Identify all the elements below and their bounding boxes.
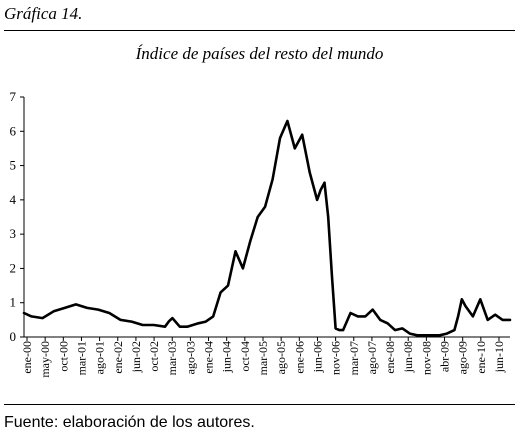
- x-tick-label: ago-03: [183, 341, 197, 374]
- source-note: Fuente: elaboración de los autores.: [4, 414, 255, 431]
- series-line: [22, 119, 512, 337]
- y-tick-label: 6: [10, 123, 17, 138]
- x-tick-label: nov-06: [329, 341, 343, 375]
- x-tick-label: jun-04: [220, 341, 234, 373]
- y-tick-label: 2: [10, 260, 17, 275]
- y-tick-label: 7: [10, 89, 17, 104]
- chart-axes: [23, 97, 510, 338]
- y-ticks: 0 1 2 3 4 5 6 7: [10, 89, 24, 344]
- y-tick-label: 4: [10, 192, 17, 207]
- chart-title: Índice de países del resto del mundo: [135, 44, 384, 63]
- x-tick-label: jun-06: [310, 341, 324, 373]
- bottom-rule: [4, 404, 515, 405]
- series-lines: [22, 119, 512, 337]
- x-tick-label: oct-00: [56, 341, 70, 372]
- figure-label: Gráfica 14.: [4, 4, 83, 23]
- y-tick-label: 0: [10, 329, 17, 344]
- y-tick-label: 3: [10, 226, 17, 241]
- x-tick-label: ago-05: [274, 341, 288, 374]
- x-tick-label: may-00: [38, 341, 52, 378]
- x-ticks: ene-00 may-00 oct-00 mar-01 ago-01 ene-02 jun-…: [20, 337, 506, 378]
- y-tick-label: 5: [10, 158, 17, 173]
- x-tick-label: ene-02: [111, 341, 125, 374]
- x-tick-label: oct-02: [147, 341, 161, 372]
- y-tick-label: 1: [10, 295, 17, 310]
- x-tick-label: jun-10: [492, 341, 506, 373]
- x-tick-label: ago-07: [365, 341, 379, 374]
- x-tick-label: mar-03: [165, 341, 179, 375]
- x-tick-label: ago-01: [93, 341, 107, 374]
- x-tick-label: ene-00: [20, 341, 34, 374]
- x-tick-label: jun-08: [401, 341, 415, 373]
- x-tick-label: abr-09: [438, 341, 452, 372]
- x-tick-label: ago-09: [456, 341, 470, 374]
- x-tick-label: nov-08: [419, 341, 433, 375]
- x-tick-label: ene-10: [474, 341, 488, 374]
- x-tick-label: jun-02: [129, 341, 143, 373]
- x-tick-label: mar-05: [256, 341, 270, 375]
- x-tick-label: oct-04: [238, 341, 252, 372]
- x-tick-label: ene-06: [292, 341, 306, 374]
- x-tick-label: ene-08: [383, 341, 397, 374]
- x-tick-label: ene-04: [202, 341, 216, 374]
- x-tick-label: mar-01: [74, 341, 88, 375]
- top-rule: [4, 30, 515, 31]
- x-tick-label: mar-07: [347, 341, 361, 375]
